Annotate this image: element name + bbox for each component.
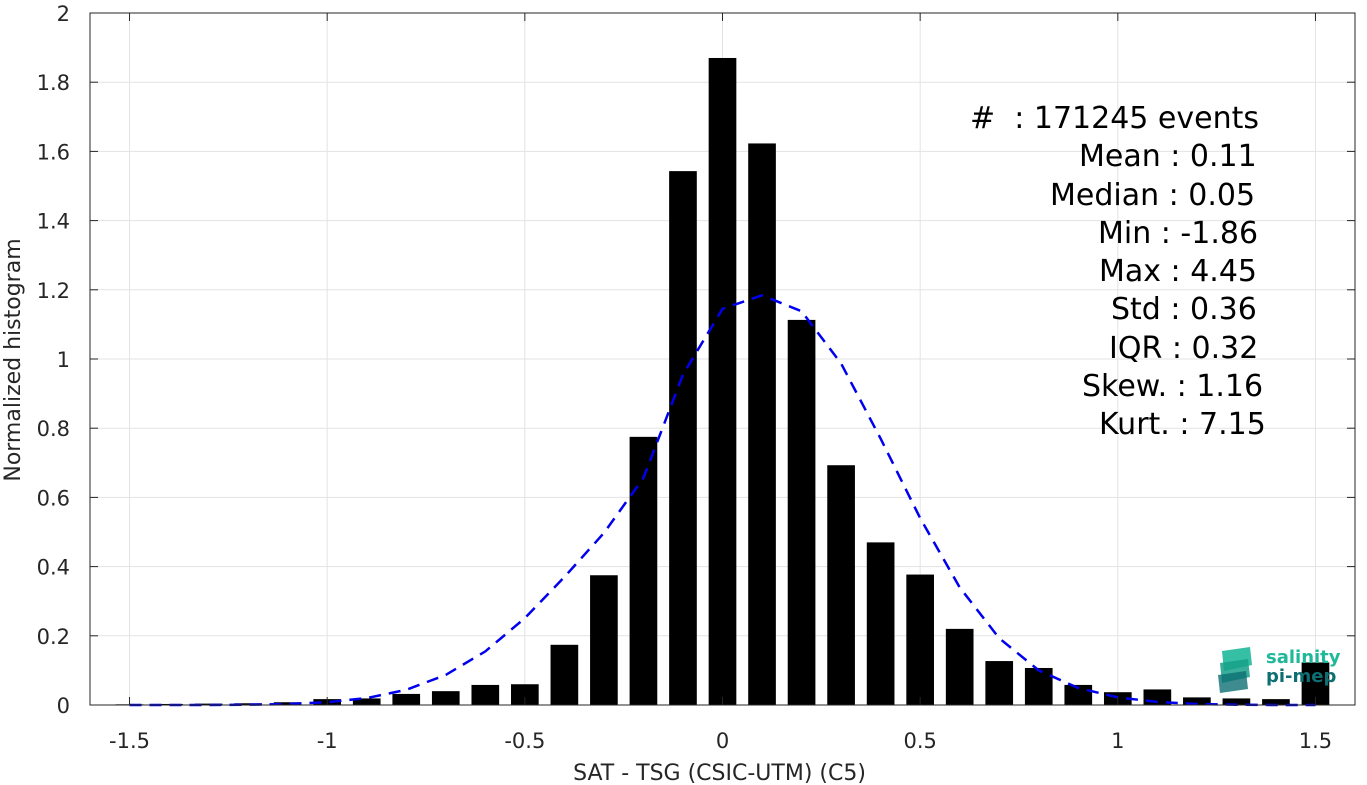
histogram-bar [273, 702, 302, 705]
histogram-bar [471, 684, 500, 705]
y-tick-label: 1.8 [37, 71, 70, 95]
y-tick-label: 0.4 [37, 556, 70, 580]
histogram-bar [590, 575, 618, 705]
histogram-bar [155, 703, 183, 705]
histogram-bar [1262, 699, 1290, 705]
x-tick-label: -1.5 [109, 729, 150, 753]
logo-wave-icon [1218, 647, 1252, 693]
x-tick-label: 1.5 [1299, 729, 1332, 753]
y-tick-label: 0.8 [37, 417, 70, 441]
histogram-bar [431, 691, 460, 705]
stat-events: # : 171245 events [970, 101, 1259, 136]
x-axis-ticks: -1.5 -1 -0.5 0 0.5 1 1.5 [109, 13, 1332, 753]
logo-text: salinity pi-mep [1266, 648, 1341, 686]
y-tick-label: 0 [57, 694, 70, 718]
salinity-pimep-logo: salinity pi-mep [1216, 645, 1346, 695]
y-axis-ticks: 0 0.2 0.4 0.6 0.8 1 1.2 1.4 1.6 1.8 2 [37, 2, 1355, 718]
x-tick-label: 0.5 [903, 729, 936, 753]
stat-max: Max : 4.45 [1099, 254, 1257, 290]
histogram-bar [194, 703, 223, 705]
x-tick-label: -1 [317, 729, 338, 753]
y-tick-label: 1.2 [37, 279, 70, 303]
y-tick-label: 2 [57, 2, 70, 26]
histogram-bar [1183, 697, 1211, 705]
histogram-bar [234, 703, 262, 705]
histogram-bar [352, 698, 381, 705]
x-tick-label: 1 [1111, 729, 1124, 753]
y-tick-label: 1.4 [37, 210, 70, 234]
logo-line-salinity: salinity [1266, 647, 1341, 668]
y-tick-label: 1.6 [37, 140, 70, 164]
histogram-bar [985, 661, 1014, 705]
histogram-bar [550, 644, 579, 705]
histogram-bar [945, 628, 974, 705]
histogram-bar [866, 542, 895, 705]
histogram-bar [708, 57, 737, 706]
y-tick-label: 0.6 [37, 486, 70, 510]
bars [115, 57, 1330, 706]
histogram-bar [669, 171, 697, 705]
histogram-bar [748, 143, 776, 705]
statistics-box: # : 171245 events Mean : 0.11 Median : 0… [900, 100, 1290, 445]
histogram-bar [827, 465, 855, 705]
stat-min: Min : -1.86 [1098, 215, 1259, 251]
x-axis-label: SAT - TSG (CSIC-UTM) (C5) [573, 761, 866, 785]
histogram-bar [1222, 698, 1251, 705]
x-tick-label: 0 [716, 729, 729, 753]
histogram-bar [906, 574, 934, 705]
histogram-bar [392, 693, 421, 705]
histogram-bar [629, 436, 658, 705]
x-tick-label: -0.5 [504, 729, 545, 753]
stat-mean: Mean : 0.11 [1079, 139, 1257, 175]
histogram-bar [787, 319, 816, 705]
y-axis-label: Normalized histogram [1, 238, 26, 481]
stat-median: Median : 0.05 [1050, 177, 1256, 213]
y-tick-label: 1 [57, 348, 70, 372]
histogram-bar [1024, 667, 1053, 705]
logo-line-pimep: pi-mep [1266, 666, 1337, 687]
stat-skew: Skew. : 1.16 [1082, 369, 1264, 405]
stat-iqr: IQR : 0.32 [1109, 330, 1259, 366]
histogram-bar [1064, 684, 1093, 705]
histogram-bar [511, 684, 539, 705]
stat-kurt: Kurt. : 7.15 [1099, 407, 1266, 443]
stat-std: Std : 0.36 [1111, 292, 1257, 328]
y-tick-label: 0.2 [37, 625, 70, 649]
